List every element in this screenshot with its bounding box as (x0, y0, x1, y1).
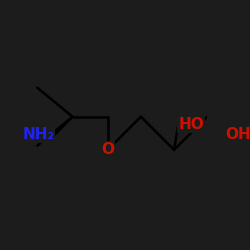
Text: O: O (101, 142, 114, 157)
Text: OH: OH (226, 128, 250, 142)
Text: HO: HO (178, 118, 204, 132)
Text: NH₂: NH₂ (22, 128, 54, 142)
